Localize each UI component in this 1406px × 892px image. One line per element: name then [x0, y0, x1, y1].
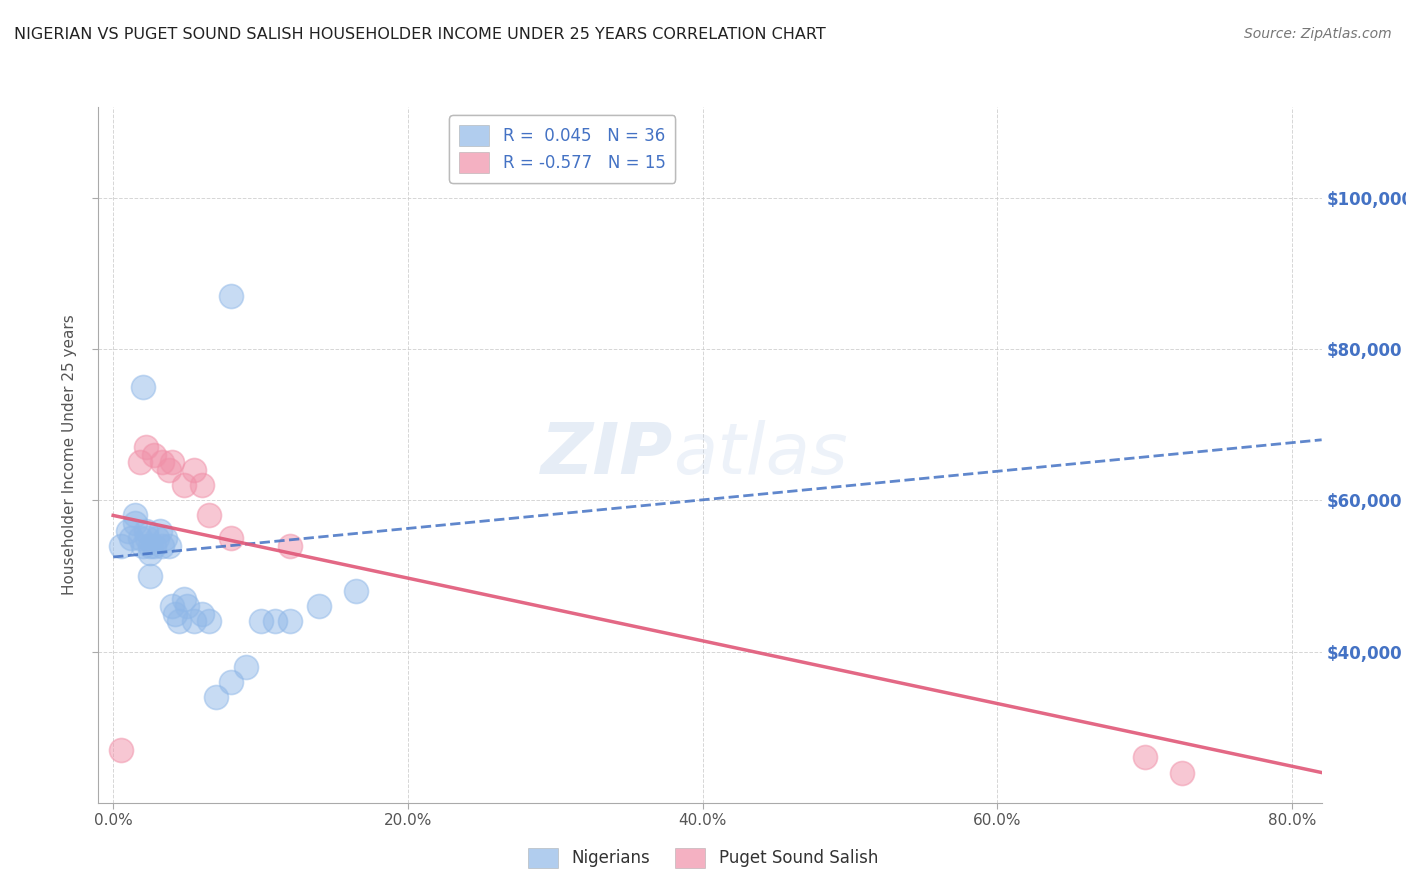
Y-axis label: Householder Income Under 25 years: Householder Income Under 25 years: [62, 315, 77, 595]
Text: Source: ZipAtlas.com: Source: ZipAtlas.com: [1244, 27, 1392, 41]
Point: [110, 743, 132, 757]
Point: [157, 539, 180, 553]
Point: [150, 455, 173, 469]
Point: [190, 478, 212, 492]
Point: [249, 615, 271, 629]
Point: [128, 455, 150, 469]
Point: [183, 615, 205, 629]
Point: [146, 531, 169, 545]
Point: [136, 531, 159, 545]
Point: [235, 659, 257, 673]
Legend: Nigerians, Puget Sound Salish: Nigerians, Puget Sound Salish: [522, 841, 884, 875]
Point: [219, 531, 242, 545]
Point: [128, 531, 150, 545]
Point: [176, 599, 198, 614]
Point: [124, 516, 146, 530]
Point: [131, 539, 153, 553]
Point: [344, 584, 367, 599]
Point: [149, 524, 172, 538]
Point: [153, 531, 176, 545]
Text: ZIP: ZIP: [541, 420, 673, 490]
Point: [157, 463, 180, 477]
Point: [190, 607, 212, 621]
Point: [165, 607, 187, 621]
Point: [205, 690, 228, 704]
Point: [219, 674, 242, 689]
Point: [198, 508, 221, 523]
Point: [139, 546, 162, 560]
Point: [124, 508, 146, 523]
Point: [139, 539, 162, 553]
Point: [143, 448, 166, 462]
Point: [1170, 765, 1192, 780]
Point: [143, 539, 166, 553]
Point: [173, 591, 195, 606]
Point: [110, 539, 132, 553]
Point: [135, 524, 157, 538]
Point: [120, 531, 142, 545]
Point: [117, 524, 139, 538]
Point: [264, 615, 287, 629]
Point: [308, 599, 330, 614]
Point: [160, 599, 183, 614]
Text: atlas: atlas: [673, 420, 848, 490]
Point: [278, 615, 301, 629]
Point: [278, 539, 301, 553]
Point: [1133, 750, 1156, 764]
Text: NIGERIAN VS PUGET SOUND SALISH HOUSEHOLDER INCOME UNDER 25 YEARS CORRELATION CHA: NIGERIAN VS PUGET SOUND SALISH HOUSEHOLD…: [14, 27, 825, 42]
Point: [169, 615, 191, 629]
Point: [219, 289, 242, 303]
Point: [173, 478, 195, 492]
Point: [183, 463, 205, 477]
Point: [160, 455, 183, 469]
Point: [150, 539, 173, 553]
Legend: R =  0.045   N = 36, R = -0.577   N = 15: R = 0.045 N = 36, R = -0.577 N = 15: [450, 115, 675, 183]
Point: [139, 569, 162, 583]
Point: [135, 441, 157, 455]
Point: [198, 615, 221, 629]
Point: [131, 380, 153, 394]
